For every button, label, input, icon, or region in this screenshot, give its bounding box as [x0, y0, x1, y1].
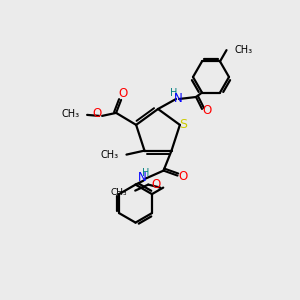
Text: H: H — [170, 88, 178, 98]
Text: O: O — [151, 178, 160, 191]
Text: N: N — [138, 171, 146, 184]
Text: O: O — [178, 170, 187, 183]
Text: CH₃: CH₃ — [235, 45, 253, 55]
Text: H: H — [142, 168, 149, 178]
Text: O: O — [92, 107, 101, 120]
Text: O: O — [202, 104, 211, 118]
Text: N: N — [174, 92, 183, 104]
Text: CH₃: CH₃ — [61, 109, 79, 119]
Text: CH₃: CH₃ — [100, 150, 118, 160]
Text: S: S — [179, 118, 187, 131]
Text: CH₃: CH₃ — [111, 188, 127, 197]
Text: O: O — [118, 87, 128, 101]
